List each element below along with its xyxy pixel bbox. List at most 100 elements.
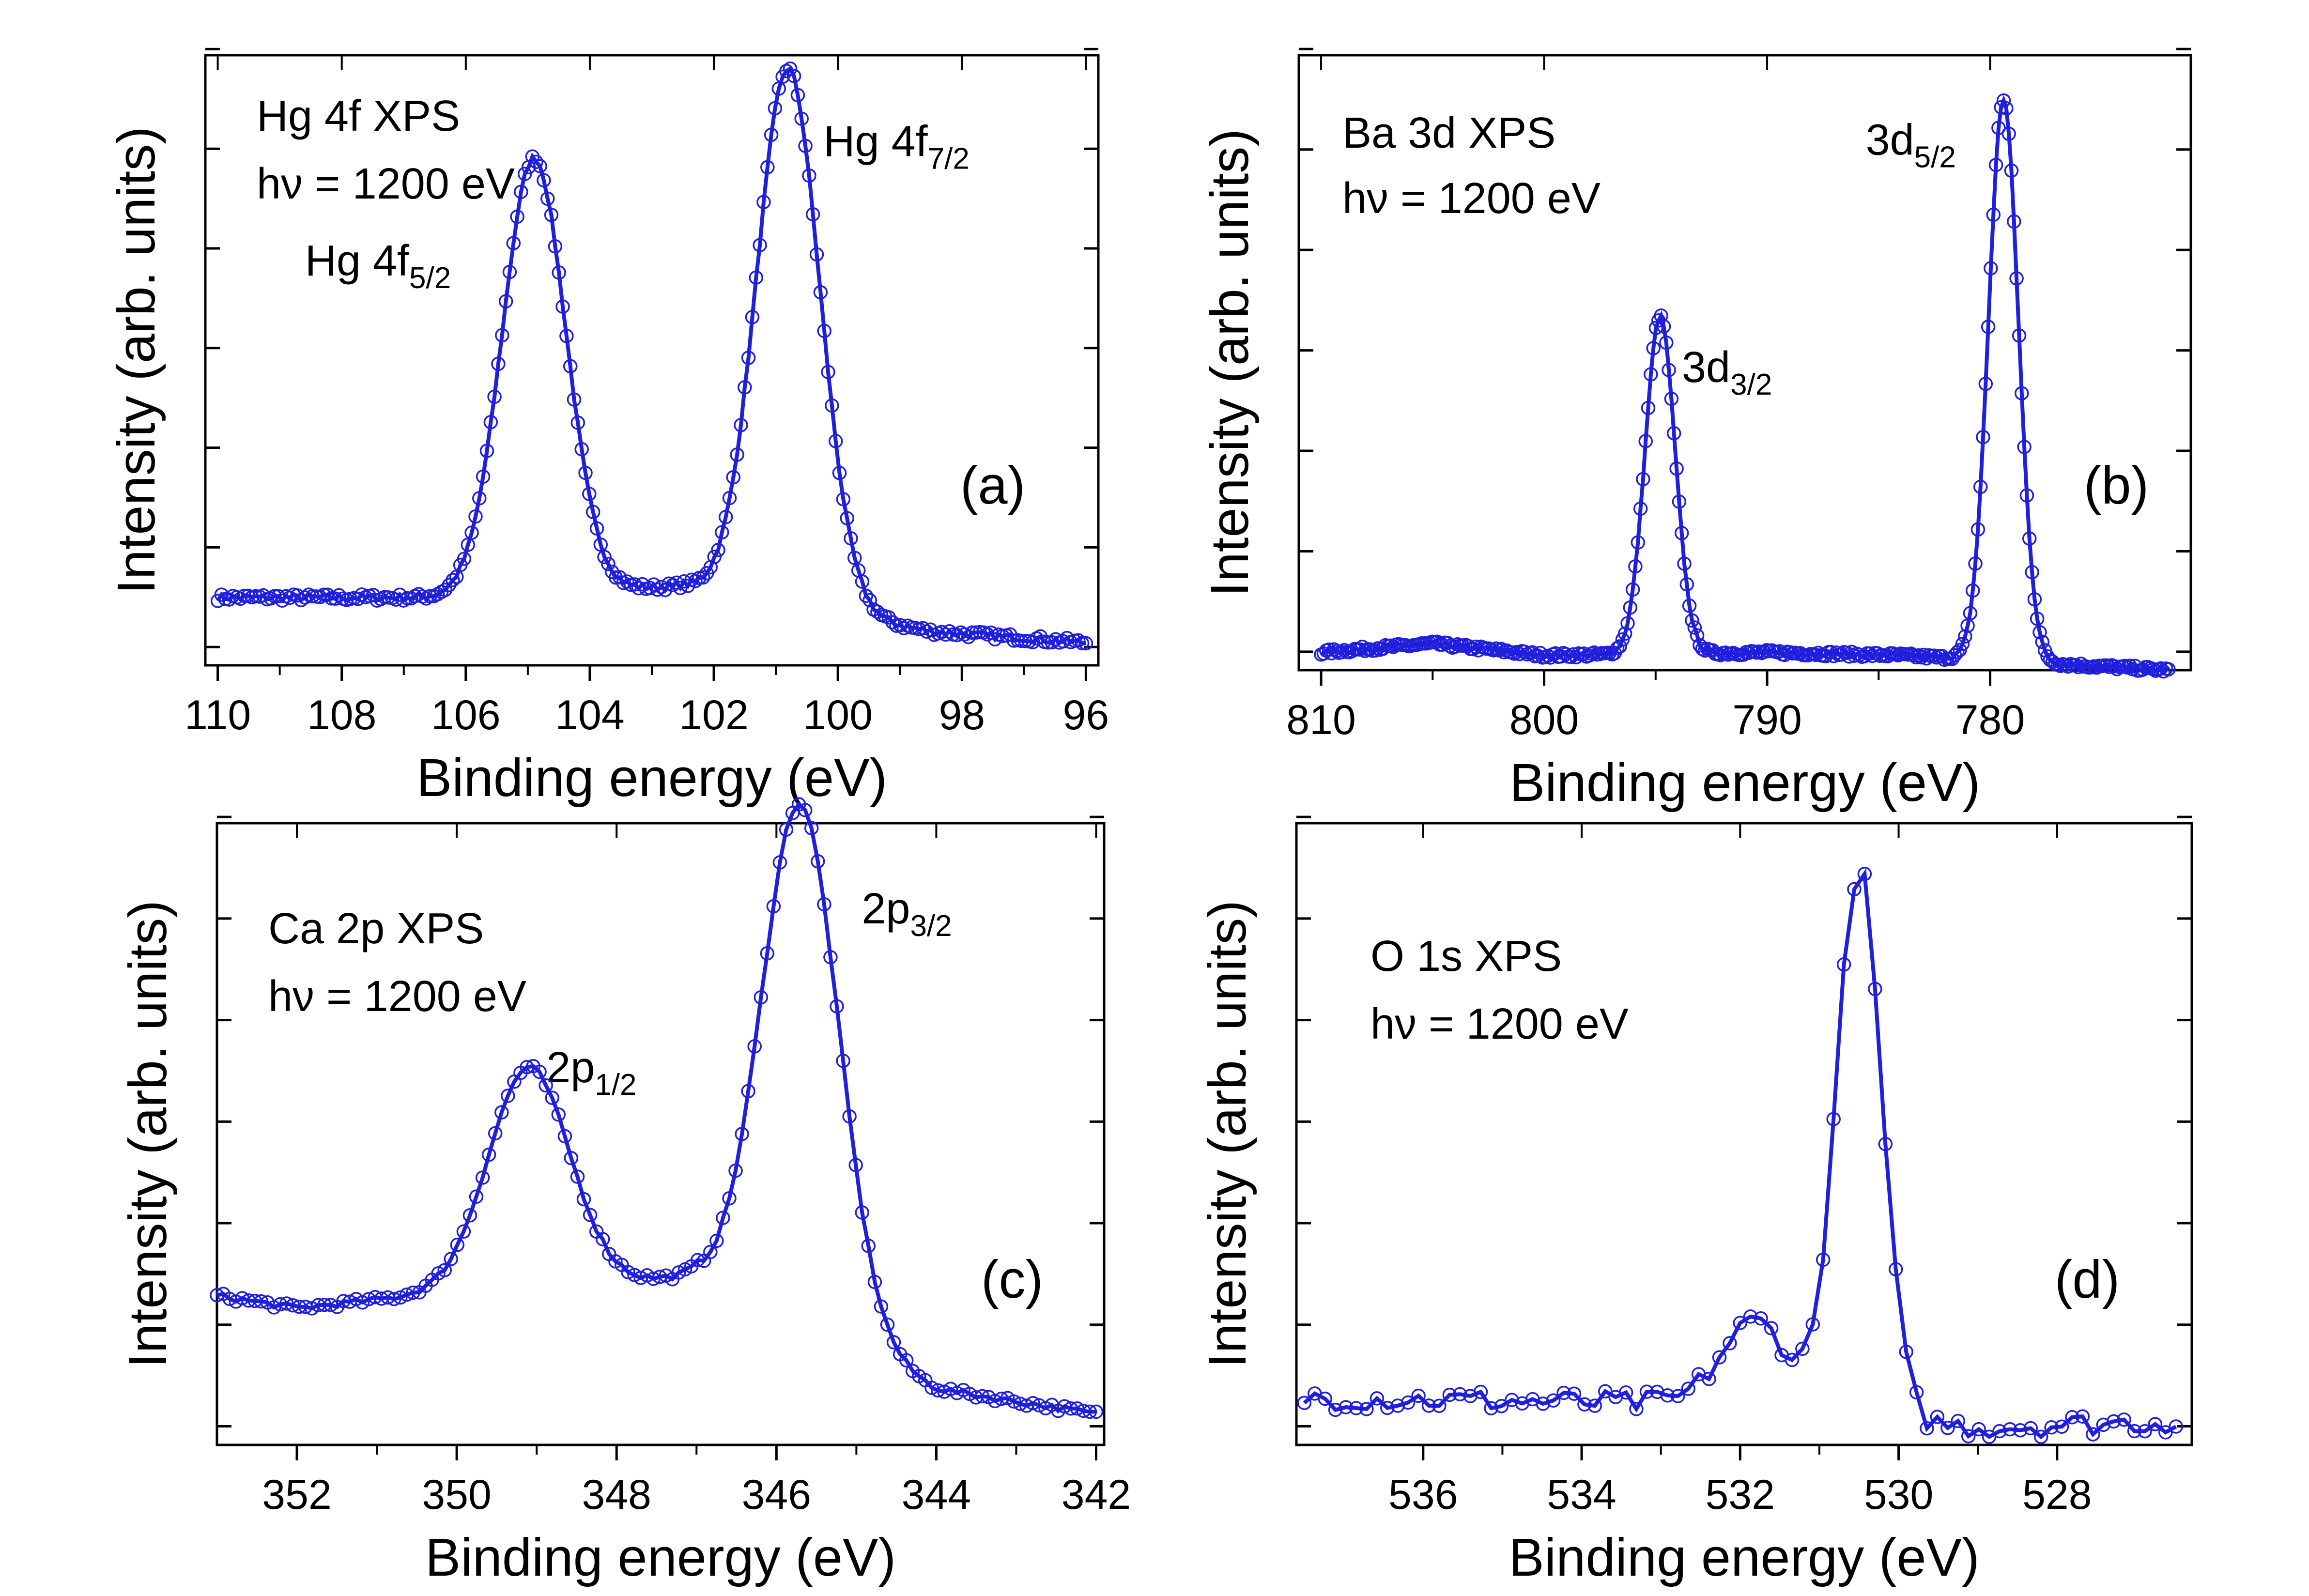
data-point bbox=[880, 1317, 895, 1332]
data-point bbox=[643, 581, 657, 596]
series-line bbox=[216, 801, 1096, 1414]
data-point bbox=[621, 1265, 635, 1279]
data-point bbox=[589, 521, 604, 536]
panel-label: (b) bbox=[2084, 456, 2149, 515]
data-point bbox=[753, 238, 767, 252]
data-point bbox=[450, 1238, 465, 1252]
data-point bbox=[1906, 648, 1921, 662]
data-point bbox=[830, 999, 844, 1014]
data-point bbox=[532, 1064, 547, 1079]
peak-annotation: 3d3/2 bbox=[1682, 343, 1772, 401]
data-point bbox=[1947, 648, 1962, 662]
data-point bbox=[688, 574, 703, 588]
data-point bbox=[2138, 1424, 2152, 1439]
data-point bbox=[844, 531, 858, 546]
data-point bbox=[551, 1107, 566, 1122]
data-point bbox=[711, 543, 725, 557]
data-point bbox=[734, 418, 748, 432]
data-point bbox=[1380, 1400, 1395, 1415]
data-point bbox=[456, 1224, 471, 1239]
data-point bbox=[1638, 434, 1653, 448]
data-point bbox=[491, 356, 506, 371]
data-point bbox=[2030, 611, 2045, 626]
data-point bbox=[502, 264, 517, 279]
data-point bbox=[1764, 1321, 1779, 1335]
panel-label: (a) bbox=[960, 456, 1025, 515]
data-point bbox=[2161, 662, 2176, 676]
data-point bbox=[1297, 1396, 1312, 1410]
data-point bbox=[747, 1039, 762, 1054]
data-point bbox=[821, 365, 835, 379]
data-point bbox=[738, 380, 752, 395]
data-point bbox=[1328, 1402, 1343, 1417]
data-point bbox=[766, 899, 781, 914]
data-point bbox=[1671, 1389, 1685, 1403]
data-point bbox=[488, 1126, 503, 1141]
peak-annotation-subscript: 1/2 bbox=[595, 1068, 636, 1102]
data-point bbox=[1650, 1384, 1664, 1399]
data-point bbox=[1847, 882, 1862, 897]
panel-title-line: hν = 1200 eV bbox=[257, 160, 515, 208]
data-point bbox=[1888, 1262, 1903, 1277]
data-point bbox=[1045, 635, 1059, 650]
data-point bbox=[1628, 559, 1643, 574]
data-point bbox=[1991, 121, 2006, 135]
data-point bbox=[855, 1205, 869, 1220]
panel-label: (d) bbox=[2055, 1250, 2120, 1309]
data-point bbox=[1733, 1316, 1748, 1330]
x-tick-label: 108 bbox=[307, 692, 377, 738]
data-point bbox=[1951, 1413, 1966, 1428]
data-point bbox=[938, 627, 953, 642]
data-point bbox=[848, 1158, 863, 1172]
data-point bbox=[540, 191, 555, 206]
panel-b: 810 800 790 780 Binding energy (eV) Intensity… bbox=[1200, 47, 2192, 813]
data-point bbox=[1899, 1344, 1913, 1359]
data-point bbox=[2033, 1429, 2048, 1444]
data-point bbox=[794, 111, 809, 126]
data-point bbox=[1805, 1317, 1820, 1332]
data-point bbox=[483, 415, 498, 430]
data-point bbox=[1636, 472, 1650, 487]
data-point bbox=[1633, 501, 1648, 516]
data-point bbox=[1442, 1387, 1457, 1402]
data-point bbox=[728, 1163, 743, 1178]
data-point bbox=[2022, 531, 2037, 546]
data-point bbox=[716, 1211, 730, 1225]
data-point bbox=[582, 487, 597, 501]
data-point bbox=[328, 591, 343, 606]
data-point bbox=[842, 1109, 857, 1124]
data-point bbox=[1006, 1394, 1021, 1409]
data-point bbox=[1082, 1404, 1097, 1419]
data-point bbox=[506, 236, 521, 250]
data-point bbox=[210, 1288, 224, 1303]
data-point bbox=[1041, 635, 1055, 650]
data-point bbox=[2027, 592, 2042, 607]
data-point bbox=[2013, 1423, 2028, 1438]
data-point bbox=[1677, 556, 1692, 571]
data-point bbox=[870, 604, 885, 619]
data-point bbox=[1370, 1391, 1385, 1406]
data-point bbox=[1816, 1252, 1831, 1267]
data-point bbox=[1940, 1421, 1955, 1435]
data-point bbox=[476, 469, 491, 484]
data-point bbox=[2044, 1420, 2059, 1435]
data-point bbox=[1909, 1385, 1924, 1400]
data-point bbox=[2025, 565, 2039, 580]
panel-a: 110 108 106 104 102 100 98 96 Binding energy (eV… bbox=[107, 47, 1109, 808]
data-point bbox=[735, 1127, 749, 1141]
data-point bbox=[1695, 642, 1709, 656]
peak-annotation: 2p3/2 bbox=[862, 885, 952, 943]
data-point bbox=[1685, 613, 1699, 628]
data-point bbox=[469, 1189, 484, 1204]
series-line bbox=[1303, 868, 2177, 1440]
panel-title-line: Hg 4f XPS bbox=[257, 92, 460, 140]
data-point bbox=[2023, 1421, 2038, 1436]
data-point bbox=[1961, 1429, 1976, 1443]
data-point bbox=[555, 299, 570, 314]
data-point bbox=[464, 525, 479, 540]
data-point bbox=[760, 946, 775, 961]
data-point bbox=[446, 573, 460, 587]
data-point bbox=[567, 392, 582, 407]
data-point bbox=[1078, 636, 1093, 651]
data-point bbox=[1659, 335, 1674, 350]
